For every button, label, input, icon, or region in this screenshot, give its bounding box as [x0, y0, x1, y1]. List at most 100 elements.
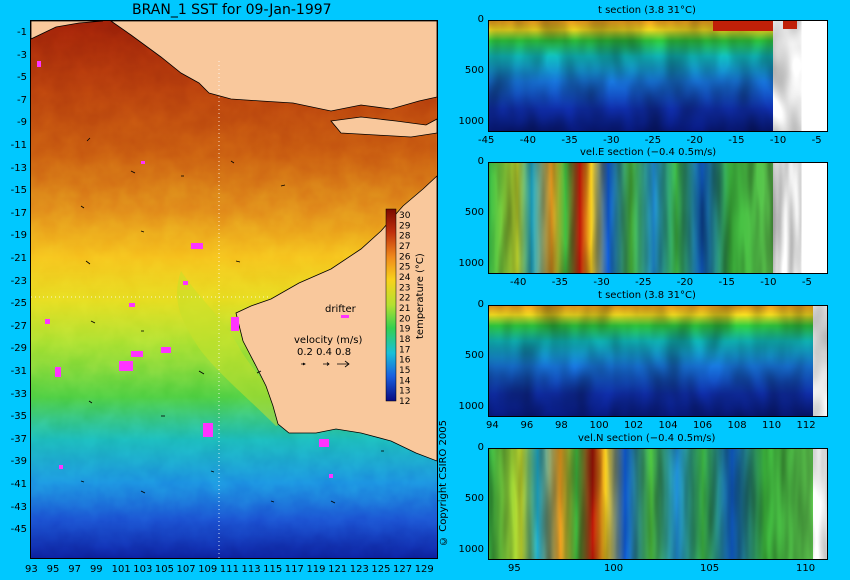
surface-warm-layer	[713, 21, 773, 31]
lat-tick-label: -39	[10, 456, 27, 468]
temperature-section-plot[interactable]	[488, 20, 828, 132]
lat-tick-label: -9	[17, 117, 27, 129]
drifter-markers	[37, 61, 333, 478]
section-x-tick: 95	[508, 563, 521, 574]
section-x-tick: 108	[727, 420, 747, 431]
section-x-tick: -35	[551, 277, 569, 288]
velocity-legend-label: velocity (m/s)	[294, 335, 362, 346]
section-x-tick: 110	[762, 420, 782, 431]
section-x-tick: 100	[589, 420, 609, 431]
lat-tick-label: -7	[17, 94, 27, 106]
section-x-tick: -20	[686, 135, 703, 146]
lon-tick-label: 95	[46, 564, 60, 575]
lat-tick-label: -43	[10, 501, 27, 513]
section-depth-tick: 0	[477, 156, 484, 167]
section-depth-tick: 1000	[458, 544, 484, 555]
lon-tick-label: 129	[414, 564, 434, 575]
colorbar-tick-label: 21	[399, 304, 410, 314]
section-x-tick: -40	[510, 277, 527, 288]
lat-tick-label: -33	[10, 388, 27, 400]
lat-tick-label: -21	[10, 253, 27, 264]
colorbar-tick-label: 14	[399, 376, 411, 386]
section-depth-tick: 500	[464, 350, 484, 361]
drifter-legend-label: drifter	[325, 304, 357, 315]
section-x-tick: -5	[801, 277, 812, 288]
colorbar-tick-label: 16	[399, 356, 411, 366]
velocity-section-plot[interactable]	[488, 448, 828, 560]
section-title: vel.N section (−0.4 0.5m/s)	[578, 433, 716, 444]
copyright-notice: © Copyright CSIRO 2005	[438, 420, 449, 546]
section-depth-tick: 500	[464, 207, 484, 218]
colorbar-tick-label: 27	[399, 242, 410, 252]
section-texture	[489, 21, 773, 131]
section-x-tick: -35	[561, 135, 578, 146]
lon-tick-label: 123	[349, 564, 369, 575]
section-x-tick: -40	[519, 135, 537, 146]
land-borneo-java	[110, 21, 437, 112]
lat-tick-label: -5	[17, 72, 27, 84]
section-x-tick: 104	[658, 420, 678, 431]
lon-tick-label: 97	[68, 564, 82, 575]
warm-current	[177, 271, 301, 426]
lat-tick-label: -11	[10, 140, 27, 151]
colorbar-tick-label: 30	[399, 211, 411, 221]
section-x-tick: -10	[760, 277, 777, 288]
section-x-tick: 105	[700, 563, 720, 574]
section-x-tick: -45	[478, 135, 495, 146]
section-x-tick: -10	[769, 135, 787, 146]
lat-tick-label: -45	[10, 524, 27, 536]
velocity-section-plot[interactable]	[488, 162, 828, 274]
lon-tick-label: 111	[219, 564, 239, 575]
section-x-tick: 110	[796, 563, 816, 574]
drifter-legend-marker	[341, 315, 349, 318]
section-depth-tick: 1000	[458, 401, 484, 412]
lon-tick-label: 105	[154, 564, 174, 575]
section-texture	[489, 163, 773, 273]
lat-tick-label: -19	[10, 230, 27, 242]
lon-tick-label: 115	[263, 564, 283, 575]
colorbar-tick-label: 23	[399, 283, 410, 293]
section-x-tick: -20	[676, 277, 694, 288]
colorbar-tick-label: 26	[399, 252, 411, 262]
section-x-tick: -25	[635, 277, 652, 288]
section-depth-tick: 0	[477, 299, 484, 310]
colorbar-tick-label: 20	[399, 314, 411, 324]
lon-tick-label: 113	[241, 564, 261, 575]
section-x-tick: -15	[718, 277, 735, 288]
lat-tick-label: -25	[10, 298, 27, 310]
section-x-tick: -5	[811, 135, 822, 146]
lon-tick-label: 107	[176, 564, 196, 575]
lat-tick-label: -1	[17, 27, 27, 38]
lat-tick-label: -17	[10, 207, 27, 219]
section-title: t section (3.8 31°C)	[598, 290, 696, 301]
lon-tick-label: 117	[284, 564, 304, 575]
section-x-tick: 96	[520, 420, 534, 431]
section-x-tick: 98	[555, 420, 568, 431]
section-texture	[489, 306, 813, 416]
section-x-tick: 112	[796, 420, 816, 431]
land-islands	[330, 116, 437, 138]
lat-tick-label: -35	[10, 411, 27, 423]
colorbar-tick-label: 22	[399, 294, 410, 304]
colorbar-tick-label: 29	[399, 221, 411, 231]
section-x-tick: 100	[604, 563, 624, 574]
colorbar-tick-label: 28	[399, 232, 411, 242]
lon-tick-label: 127	[393, 564, 413, 575]
lat-tick-label: -23	[10, 275, 27, 287]
temperature-section-plot[interactable]	[488, 305, 828, 417]
velocity-legend-arrows	[301, 360, 350, 368]
lat-tick-label: -13	[10, 162, 27, 174]
lon-tick-label: 93	[25, 564, 38, 575]
section-x-tick: 106	[693, 420, 713, 431]
section-depth-tick: 0	[477, 442, 484, 453]
colorbar-tick-label: 13	[399, 387, 410, 397]
lat-tick-label: -29	[10, 343, 27, 355]
lon-tick-label: 103	[133, 564, 153, 575]
section-x-tick: -25	[644, 135, 662, 146]
section-x-tick: 94	[486, 420, 499, 431]
section-x-tick: -15	[728, 135, 745, 146]
lat-tick-label: -37	[10, 433, 27, 445]
colorbar	[385, 208, 397, 402]
